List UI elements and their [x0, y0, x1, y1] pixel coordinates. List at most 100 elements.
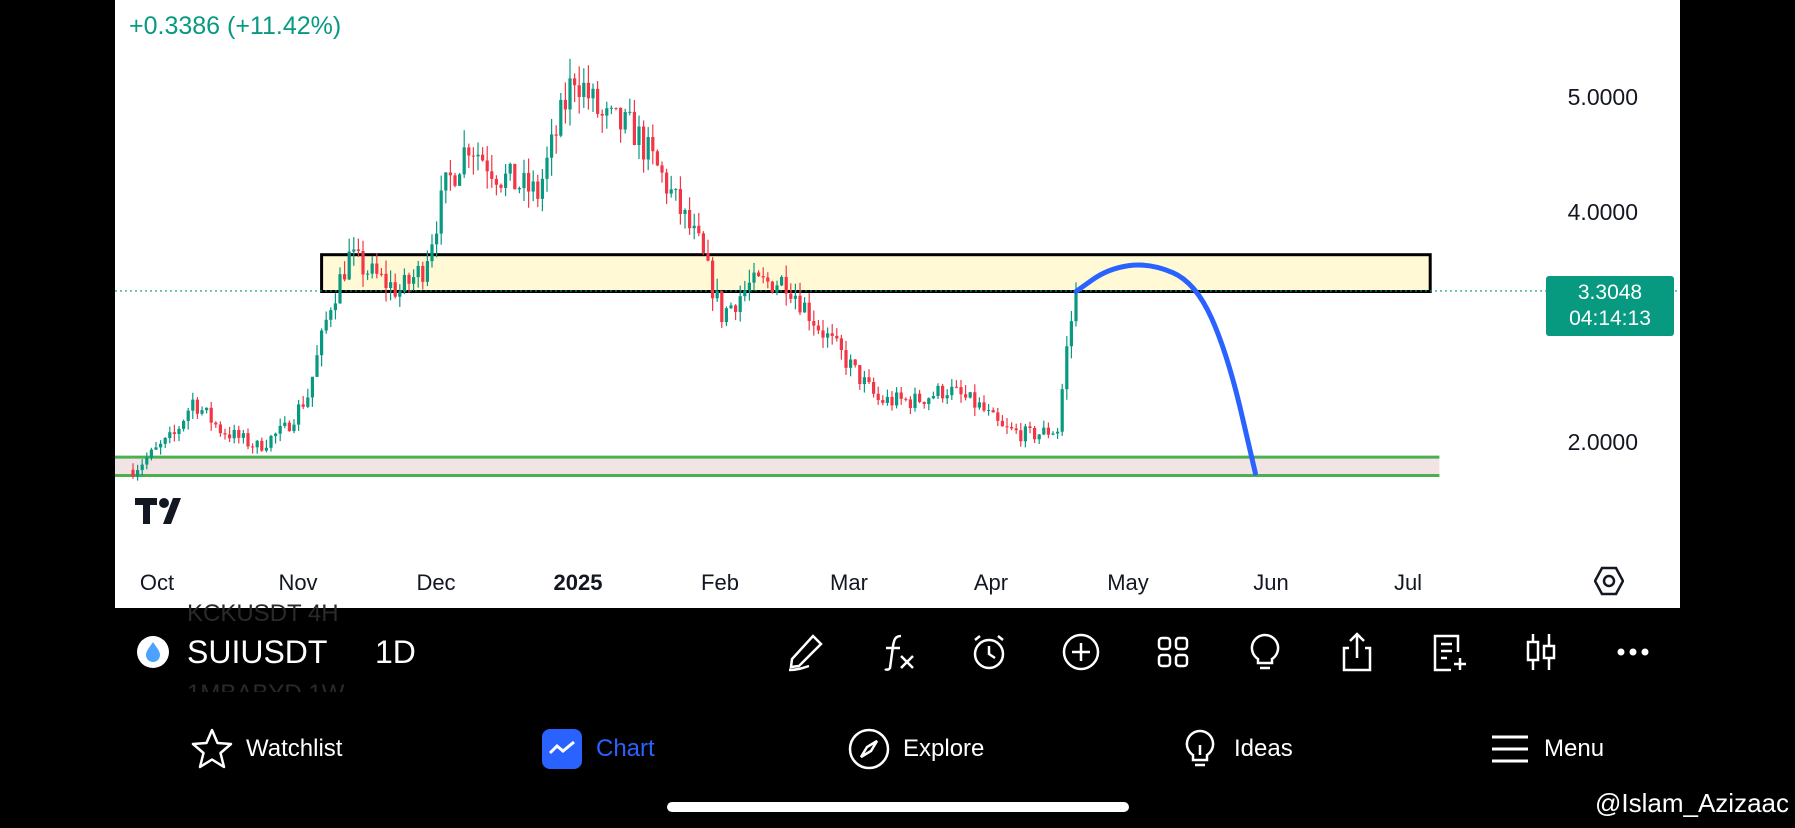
candle-body	[435, 233, 439, 245]
layout-grid-icon[interactable]	[1151, 630, 1195, 674]
candle-body	[283, 422, 287, 426]
candle-body	[821, 330, 825, 338]
candle-body	[973, 392, 977, 408]
candle-body	[720, 291, 724, 323]
candle-body	[660, 165, 664, 173]
candle-body	[655, 151, 659, 166]
candle-body	[425, 261, 429, 282]
candle-body	[591, 88, 595, 99]
sui-coin-icon	[137, 636, 169, 668]
watchlist-add-icon[interactable]	[1427, 630, 1471, 674]
interval-selector[interactable]: 1D	[375, 634, 416, 670]
candle-body	[356, 249, 360, 251]
chart-panel[interactable]: +0.3386 (+11.42%) 5.0000 4.0000 2.0000 3…	[115, 0, 1680, 608]
candle-body	[297, 404, 301, 425]
candle-body	[292, 424, 296, 432]
candle-body	[485, 160, 489, 172]
resistance-zone	[320, 253, 1432, 293]
nav-menu[interactable]: Menu	[1488, 724, 1604, 774]
chart-toolbar: KCKUSDT 4H 1MBABYD 1W SUIUSDT 1D	[115, 600, 1680, 707]
draw-tool-icon[interactable]	[783, 630, 827, 674]
candle-body	[747, 282, 751, 291]
candle-style-icon[interactable]	[1519, 630, 1563, 674]
candle-body	[987, 410, 991, 412]
candle-body	[858, 365, 862, 385]
candle-body	[278, 425, 282, 434]
price-chart[interactable]	[115, 0, 1680, 608]
chart-settings-icon[interactable]	[1594, 566, 1624, 596]
candle-body	[853, 359, 857, 366]
candle-body	[559, 99, 563, 136]
candle-body	[205, 407, 209, 411]
nav-chart[interactable]: Chart	[540, 724, 655, 774]
home-indicator	[667, 802, 1129, 812]
candle-body	[573, 78, 577, 86]
ideas-bulb-icon[interactable]	[1243, 630, 1287, 674]
nav-ideas[interactable]: Ideas	[1178, 724, 1293, 774]
candle-body	[711, 260, 715, 299]
symbol-name[interactable]: SUIUSDT	[187, 634, 328, 670]
candle-body	[343, 274, 347, 280]
candle-body	[554, 134, 558, 136]
candle-body	[131, 469, 135, 477]
bar-countdown: 04:14:13	[1569, 307, 1651, 330]
candle-body	[421, 265, 425, 282]
candle-body	[867, 377, 871, 383]
candle-body	[550, 134, 554, 158]
watermark: @Islam_Azizaac	[1594, 788, 1789, 818]
tradingview-logo	[135, 498, 181, 524]
add-icon[interactable]	[1059, 630, 1103, 674]
candle-body	[412, 277, 416, 284]
nav-menu-label: Menu	[1544, 735, 1605, 762]
x-tick-label: 2025	[553, 570, 603, 595]
candle-body	[761, 276, 765, 278]
candle-body	[729, 305, 733, 309]
nav-watchlist[interactable]: Watchlist	[190, 724, 342, 774]
candle-body	[517, 188, 521, 190]
indicators-icon[interactable]	[875, 630, 919, 674]
candle-body	[499, 184, 503, 188]
candle-body	[389, 282, 393, 288]
candle-body	[255, 440, 259, 448]
candle-body	[1042, 427, 1046, 435]
y-tick-label: 2.0000	[1567, 429, 1638, 455]
candle-body	[619, 107, 623, 130]
candle-body	[577, 85, 581, 98]
candle-body	[789, 293, 793, 299]
candle-body	[632, 111, 636, 145]
candle-body	[370, 263, 374, 274]
candle-body	[651, 137, 655, 152]
candle-body	[743, 290, 747, 297]
candle-body	[241, 433, 245, 438]
candle-body	[688, 209, 692, 229]
more-icon[interactable]	[1611, 630, 1655, 674]
candle-body	[982, 402, 986, 411]
candle-body	[251, 446, 255, 448]
alert-clock-icon[interactable]	[967, 630, 1011, 674]
nav-ideas-label: Ideas	[1234, 735, 1293, 762]
candle-body	[766, 277, 770, 282]
candle-body	[223, 433, 227, 435]
candle-body	[306, 397, 310, 407]
candle-body	[927, 398, 931, 405]
candle-body	[310, 376, 314, 398]
candle-body	[228, 434, 232, 439]
candle-body	[145, 457, 149, 465]
candle-body	[246, 433, 250, 447]
candle-body	[467, 147, 471, 156]
candle-body	[504, 173, 508, 188]
candle-body	[1060, 389, 1064, 432]
candle-body	[1000, 420, 1004, 427]
candle-body	[324, 319, 328, 331]
lightbulb-icon	[1185, 729, 1215, 767]
x-tick-label: May	[1107, 570, 1149, 595]
candle-body	[333, 303, 337, 311]
candle-body	[936, 385, 940, 397]
candle-body	[402, 274, 406, 292]
nav-explore[interactable]: Explore	[847, 724, 984, 774]
candle-body	[398, 291, 402, 297]
candle-body	[715, 291, 719, 299]
candle-body	[439, 190, 443, 234]
share-icon[interactable]	[1335, 630, 1379, 674]
candle-body	[448, 172, 452, 176]
